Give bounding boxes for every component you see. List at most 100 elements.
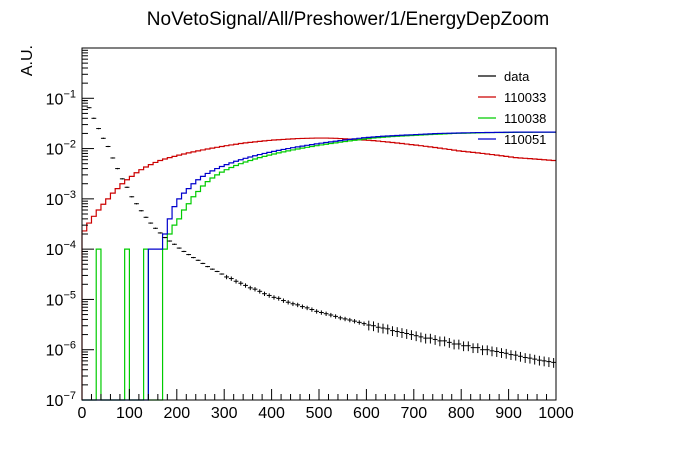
x-tick-label: 800 <box>448 405 475 422</box>
chart-title: NoVetoSignal/All/Preshower/1/EnergyDepZo… <box>147 9 549 30</box>
data-point <box>243 283 248 288</box>
data-point <box>323 311 329 317</box>
x-tick-label: 500 <box>306 405 333 422</box>
series-layer <box>81 99 557 401</box>
series-line-110051 <box>82 131 556 401</box>
data-point <box>527 353 533 364</box>
data-point <box>385 324 391 335</box>
data-point <box>442 336 448 347</box>
axes-layer: 0 100 200 300 400 500 600 700 800 900 1000 10−7 10−6… <box>46 47 574 422</box>
data-point <box>314 309 320 314</box>
data-point <box>446 338 452 348</box>
data-point <box>209 268 215 270</box>
x-tick-label: 100 <box>116 405 143 422</box>
data-point <box>413 331 419 342</box>
data-point <box>119 178 125 180</box>
x-tick-label: 1000 <box>538 405 574 422</box>
x-tick-label: 700 <box>400 405 427 422</box>
data-point <box>290 301 296 307</box>
y-axis-label: A.U. <box>19 45 36 76</box>
data-point <box>465 341 471 352</box>
data-point <box>470 343 476 354</box>
x-axis: 0 100 200 300 400 500 600 700 800 900 1000 <box>78 389 574 422</box>
legend-label: data <box>504 69 530 84</box>
data-point <box>153 227 158 229</box>
y-tick-label: 10−5 <box>46 289 76 309</box>
data-point <box>176 247 182 249</box>
x-tick-label: 400 <box>258 405 285 422</box>
data-point <box>342 316 348 322</box>
data-point <box>186 253 192 256</box>
legend-entry-data: data <box>478 69 530 84</box>
data-point <box>262 291 267 296</box>
data-point <box>390 326 395 337</box>
legend-label: 110051 <box>504 132 546 147</box>
data-point <box>475 343 481 354</box>
data-point <box>304 305 310 311</box>
data-point <box>100 137 106 139</box>
data-point <box>409 330 414 341</box>
data-point <box>423 333 429 344</box>
data-point <box>115 167 120 170</box>
data-point <box>513 350 519 361</box>
data-point <box>356 320 362 325</box>
data-point <box>371 321 376 332</box>
data-point <box>266 293 272 298</box>
data-point <box>105 145 111 148</box>
data-point <box>361 321 367 326</box>
data-point <box>228 276 234 281</box>
data-point <box>337 315 343 321</box>
data-point <box>91 117 97 119</box>
legend-label: 110038 <box>504 111 546 126</box>
data-point <box>300 304 305 309</box>
data-point <box>281 298 286 303</box>
data-point <box>195 259 201 261</box>
y-tick-label: 10−2 <box>46 139 76 159</box>
data-point <box>541 356 547 367</box>
y-tick-label: 10−6 <box>46 340 76 360</box>
data-point <box>404 329 410 339</box>
data-point <box>437 336 443 347</box>
data-point <box>172 243 177 245</box>
data-point <box>86 107 92 109</box>
data-point <box>461 341 466 352</box>
data-point <box>205 265 211 268</box>
data-point <box>399 328 405 338</box>
data-point <box>546 357 552 368</box>
data-point <box>214 270 220 273</box>
data-point <box>352 319 357 324</box>
y-tick-label: 10−4 <box>46 239 76 259</box>
y-tick-label: 10−7 <box>46 390 76 410</box>
data-point <box>318 310 324 315</box>
data-point <box>484 345 490 356</box>
data-point <box>380 323 386 334</box>
data-point <box>224 274 229 280</box>
y-tick-label: 10−3 <box>46 189 76 209</box>
data-point <box>366 320 372 331</box>
data-point <box>499 348 504 358</box>
x-tick-label: 900 <box>495 405 522 422</box>
y-tick-label: 10−1 <box>46 88 76 108</box>
data-point <box>271 295 277 300</box>
data-point <box>148 222 154 224</box>
data-point <box>190 256 196 259</box>
data-point <box>480 345 485 356</box>
data-point <box>532 354 538 365</box>
data-point <box>157 232 163 234</box>
data-point <box>138 210 144 212</box>
data-point <box>285 300 291 305</box>
data-point <box>494 347 500 357</box>
x-tick-label: 200 <box>163 405 190 422</box>
data-point <box>257 289 263 294</box>
series-line-110033 <box>81 137 556 400</box>
data-point <box>252 287 258 292</box>
data-point <box>418 332 424 343</box>
data-point <box>162 236 168 239</box>
data-point <box>328 312 334 318</box>
legend: data 110033 110038 110051 <box>478 69 546 147</box>
x-tick-label: 300 <box>211 405 238 422</box>
data-point <box>522 353 528 363</box>
legend-label: 110033 <box>504 90 546 105</box>
